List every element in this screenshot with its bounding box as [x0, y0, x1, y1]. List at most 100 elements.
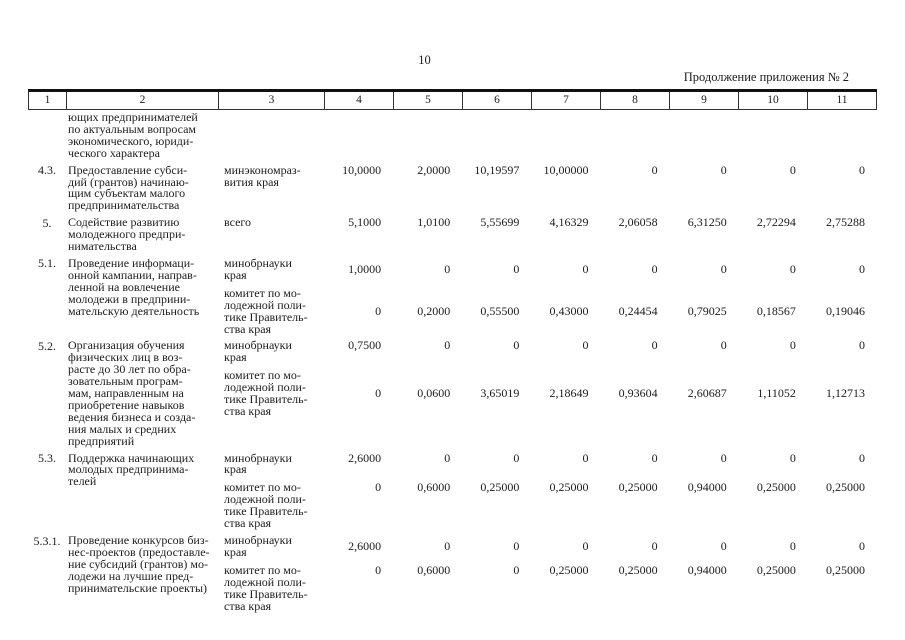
executor-name: минобрнауки края [224, 450, 292, 477]
value-cell: 0 [582, 338, 589, 353]
executor-row: всего 5,1000 1,0100 5,55699 4,16329 2,06058 6,… [218, 215, 877, 230]
value-cell: 2,18649 [549, 386, 589, 401]
executor-name: минобрнауки края [224, 255, 292, 282]
row-number: 5.1. [38, 256, 56, 271]
value-cell: 2,6000 [348, 450, 382, 465]
value-cell: 0,79025 [687, 303, 727, 318]
value-cell: 0,6000 [417, 480, 451, 495]
table-row: 5.2. Организация обучения физических лиц… [28, 338, 877, 448]
executor-row: комитет по мо- лодежной поли- тике Прави… [218, 562, 877, 613]
table-row: ющих предпринимателей по актуальным вопр… [28, 111, 877, 160]
value-cell: 0,25000 [826, 562, 865, 577]
column-number-cell: 8 [601, 92, 670, 109]
value-cell: 0 [720, 538, 727, 553]
value-cell: 0,25000 [549, 562, 589, 577]
value-cell: 0 [513, 338, 520, 353]
appendix-continuation-label: Продолжение приложения № 2 [683, 70, 849, 84]
value-cell: 0 [444, 338, 451, 353]
value-cell: 0 [651, 538, 658, 553]
executor-name: минобрнауки края [224, 338, 292, 365]
executor-row: минобрнауки края 2,6000 0 0 0 0 0 0 0 [218, 533, 877, 559]
value-cell: 0 [444, 450, 451, 465]
value-cell: 0 [582, 450, 589, 465]
executors: минэкономраз- вития края 10,0000 2,0000 10,… [218, 162, 877, 213]
table-header-row: 1 2 3 4 5 6 7 8 9 10 11 [28, 89, 877, 110]
table-row: 5. Содействие развитию молодежного предп… [28, 215, 877, 254]
value-cell: 0 [859, 162, 865, 177]
value-cell: 0,7500 [348, 338, 382, 353]
value-cell: 1,0100 [417, 215, 451, 230]
column-number-cell: 11 [808, 92, 877, 109]
executor-row: комитет по мо- лодежной поли- тике Прави… [218, 369, 877, 418]
activity-name: Организация обучения физических лиц в во… [68, 338, 196, 448]
value-cell: 0,25000 [618, 562, 658, 577]
value-cell: 1,0000 [348, 261, 382, 276]
value-cell: 0 [513, 562, 520, 577]
value-cell: 0 [859, 450, 865, 465]
value-cell: 5,55699 [480, 215, 520, 230]
value-cell: 0 [651, 261, 658, 276]
value-cell: 10,0000 [342, 162, 382, 177]
column-number-cell: 5 [394, 92, 463, 109]
value-cell: 0,2000 [417, 303, 451, 318]
budget-table: 1 2 3 4 5 6 7 8 9 10 11 ющих предпринимателей по а… [28, 89, 877, 617]
executors: всего 5,1000 1,0100 5,55699 4,16329 2,06058 6,… [218, 215, 877, 253]
value-cell: 0,25000 [826, 480, 865, 495]
value-cell: 0,25000 [618, 480, 658, 495]
value-cell: 0 [859, 261, 865, 276]
activity-name: Проведение информаци- онной кампании, на… [68, 255, 200, 318]
value-cell: 0,0600 [417, 386, 451, 401]
activity-name: Содействие развитию молодежного предпри-… [68, 215, 186, 254]
value-cell: 0,25000 [756, 562, 796, 577]
value-cell: 2,75288 [826, 215, 865, 230]
page-number: 10 [418, 53, 431, 67]
table-body: ющих предпринимателей по актуальным вопр… [28, 110, 877, 612]
value-cell: 0,25000 [480, 480, 520, 495]
column-number-cell: 6 [463, 92, 532, 109]
value-cell: 2,06058 [618, 215, 658, 230]
table-row: 5.1. Проведение информаци- онной кампани… [28, 255, 877, 336]
value-cell: 0 [789, 261, 796, 276]
value-cell: 2,6000 [348, 538, 382, 553]
activity-name: Поддержка начинающих молодых предпринима… [68, 450, 195, 489]
executor-row: комитет по мо- лодежной поли- тике Прави… [218, 287, 877, 336]
executor-name: комитет по мо- лодежной поли- тике Прави… [224, 562, 308, 613]
column-number-cell: 7 [532, 92, 601, 109]
value-cell: 0,25000 [549, 480, 589, 495]
value-cell: 10,00000 [543, 162, 589, 177]
value-cell: 0 [789, 162, 796, 177]
table-row: 5.3. Поддержка начинающих молодых предпр… [28, 450, 877, 530]
value-cell: 0 [582, 538, 589, 553]
executors: минобрнауки края 1,0000 0 0 0 0 0 0 0 комитет по … [218, 255, 877, 336]
value-cell: 0 [651, 162, 658, 177]
value-cell: 3,65019 [480, 386, 520, 401]
value-cell: 0,18567 [756, 303, 796, 318]
value-cell: 2,60687 [687, 386, 727, 401]
value-cell: 6,31250 [687, 215, 727, 230]
value-cell: 0,24454 [618, 303, 658, 318]
row-number: 5.3. [38, 451, 56, 466]
value-cell: 4,16329 [549, 215, 589, 230]
executor-name: минэкономраз- вития края [224, 162, 301, 189]
column-number-cell: 1 [29, 92, 67, 109]
column-number-cell: 2 [67, 92, 219, 109]
value-cell: 0 [651, 450, 658, 465]
value-cell: 0,6000 [417, 562, 451, 577]
value-cell: 0 [720, 261, 727, 276]
value-cell: 0 [789, 450, 796, 465]
value-cell: 0 [859, 338, 865, 353]
value-cell: 0 [789, 338, 796, 353]
executor-name: минобрнауки края [224, 533, 292, 559]
value-cell: 0,19046 [826, 303, 865, 318]
column-number-cell: 4 [325, 92, 394, 109]
value-cell: 0 [789, 538, 796, 553]
activity-name: Проведение конкурсов биз- нес-проектов (… [68, 533, 210, 595]
executors: минобрнауки края 2,6000 0 0 0 0 0 0 0 комитет по … [218, 450, 877, 530]
table-row: 4.3. Предоставление субси- дий (грантов)… [28, 162, 877, 213]
executor-row: минобрнауки края 1,0000 0 0 0 0 0 0 0 [218, 255, 877, 282]
row-number: 5. [42, 215, 52, 230]
value-cell: 0,94000 [687, 480, 727, 495]
row-number: 5.3.1. [33, 533, 61, 548]
value-cell: 2,72294 [756, 215, 796, 230]
